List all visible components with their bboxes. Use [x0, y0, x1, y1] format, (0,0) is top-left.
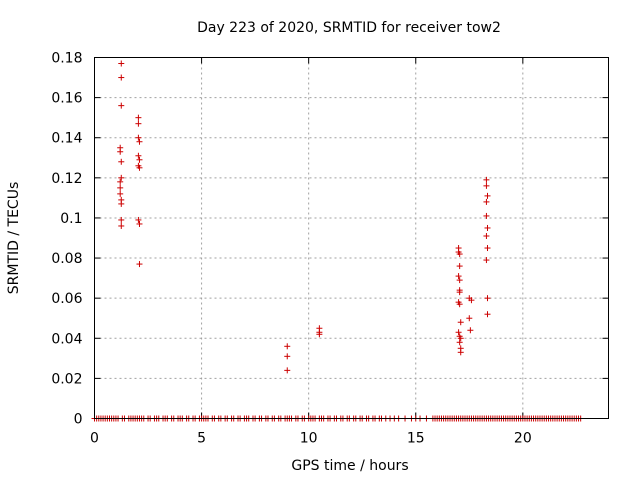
data-point	[118, 158, 125, 165]
data-point	[117, 190, 124, 197]
y-tick-label: 0.02	[51, 371, 82, 387]
chart-title: Day 223 of 2020, SRMTID for receiver tow…	[197, 20, 501, 36]
data-point	[118, 102, 125, 109]
data-point	[484, 224, 491, 231]
data-point	[484, 192, 491, 199]
data-point	[284, 367, 291, 374]
data-point	[483, 232, 490, 239]
data-point	[483, 257, 490, 264]
data-point	[456, 263, 463, 270]
y-tick-label: 0	[74, 412, 83, 428]
x-tick-label: 10	[300, 431, 318, 447]
data-point	[467, 327, 474, 334]
data-point	[483, 212, 490, 219]
y-tick-label: 0.14	[51, 131, 82, 147]
x-tick-label: 20	[514, 431, 532, 447]
data-point	[457, 319, 464, 326]
data-point	[484, 245, 491, 252]
data-point	[118, 216, 125, 223]
y-tick-label: 0.16	[51, 91, 82, 107]
data-point	[483, 176, 490, 183]
y-axis-ticks: 0 0.02 0.04 0.06 0.08 0.1 0.12 0.14 0.16 0.18	[51, 51, 609, 428]
y-tick-label: 0.08	[51, 251, 82, 267]
data-point	[456, 301, 463, 308]
data-point	[136, 220, 143, 227]
data-point	[455, 329, 462, 336]
data-point	[484, 311, 491, 318]
data-point	[484, 295, 491, 302]
y-tick-label: 0.1	[60, 211, 82, 227]
data-point	[135, 114, 142, 121]
plot-frame	[94, 57, 609, 419]
data-point	[466, 315, 473, 322]
data-point	[135, 152, 142, 159]
y-tick-label: 0.04	[51, 331, 82, 347]
data-point	[136, 138, 143, 145]
y-axis-label: SRMTID / TECUs	[6, 182, 22, 295]
x-axis-ticks: 0 5 10 15 20	[90, 57, 532, 447]
y-tick-label: 0.12	[51, 171, 82, 187]
data-point	[136, 156, 143, 163]
data-point	[468, 297, 475, 304]
data-point	[136, 261, 143, 268]
data-point	[117, 178, 124, 185]
data-point	[135, 120, 142, 127]
data-point	[483, 198, 490, 205]
data-point	[457, 349, 464, 356]
data-point	[118, 174, 125, 181]
data-point	[456, 251, 463, 258]
data-point	[456, 339, 463, 346]
x-axis-label: GPS time / hours	[291, 458, 408, 474]
data-point	[135, 216, 142, 223]
x-tick-label: 5	[197, 431, 206, 447]
data-point	[118, 60, 125, 67]
grid	[94, 57, 609, 419]
data-point	[457, 335, 464, 342]
data-points	[91, 60, 584, 422]
data-point	[456, 277, 463, 284]
x-tick-label: 15	[407, 431, 425, 447]
data-point	[117, 184, 124, 191]
data-point	[118, 222, 125, 229]
x-tick-label: 0	[90, 431, 99, 447]
data-point	[136, 164, 143, 171]
data-point	[118, 74, 125, 81]
data-point	[284, 343, 291, 350]
y-tick-label: 0.06	[51, 291, 82, 307]
data-point	[456, 289, 463, 296]
data-point	[117, 148, 124, 155]
data-point	[483, 182, 490, 189]
data-point	[284, 353, 291, 360]
data-point	[316, 331, 323, 338]
data-point	[135, 134, 142, 141]
y-tick-label: 0.18	[51, 51, 82, 67]
data-point	[118, 200, 125, 207]
data-point	[455, 273, 462, 280]
